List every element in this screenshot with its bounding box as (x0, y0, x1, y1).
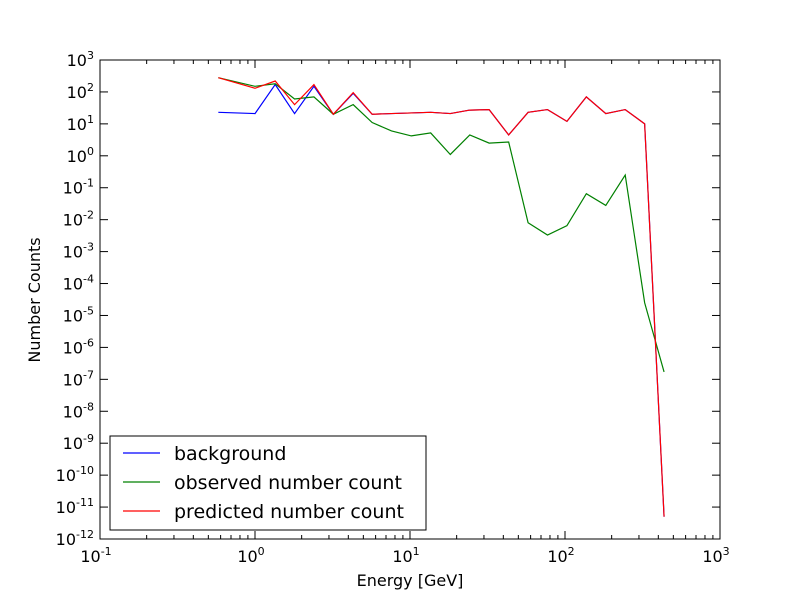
x-axis-label: Energy [GeV] (357, 571, 464, 590)
series-line-2 (218, 77, 665, 373)
y-tick-label: 102 (67, 81, 94, 102)
y-tick-label: 101 (67, 113, 94, 134)
y-tick-label: 10-6 (63, 336, 94, 357)
legend: background observed number count predicted… (109, 435, 427, 531)
y-tick-label: 10-8 (63, 400, 94, 421)
x-tick-label: 100 (237, 545, 264, 566)
y-tick-label: 10-9 (63, 432, 94, 453)
y-tick-label: 10-7 (63, 368, 94, 389)
y-axis-label: Number Counts (25, 237, 44, 362)
y-tick-label: 10-4 (63, 273, 94, 294)
y-tick-label: 10-12 (56, 528, 94, 549)
y-tick-label: 10-11 (56, 496, 94, 517)
legend-label-3: predicted number count (174, 501, 404, 523)
y-tick-label: 10-3 (63, 241, 94, 262)
x-tick-label: 10-1 (80, 545, 111, 566)
y-tick-label: 10-2 (63, 209, 94, 230)
legend-label-1: background (174, 443, 286, 465)
series-layer (218, 77, 665, 517)
y-tick-label: 100 (67, 145, 94, 166)
y-tick-label: 10-10 (56, 464, 94, 485)
y-tick-label: 10-1 (63, 177, 94, 198)
y-tick-label: 103 (67, 49, 94, 70)
x-tick-label: 101 (392, 545, 419, 566)
x-tick-label: 102 (547, 545, 574, 566)
legend-label-2: observed number count (174, 472, 402, 494)
legend-box (109, 435, 427, 531)
x-tick-label: 103 (702, 545, 729, 566)
series-line-3 (218, 77, 665, 517)
y-tick-label: 10-5 (63, 304, 94, 325)
ticks-layer: 10-1 100 101 102 103 10-12 10-11 10-10 10-9 10-8 1… (56, 49, 730, 566)
